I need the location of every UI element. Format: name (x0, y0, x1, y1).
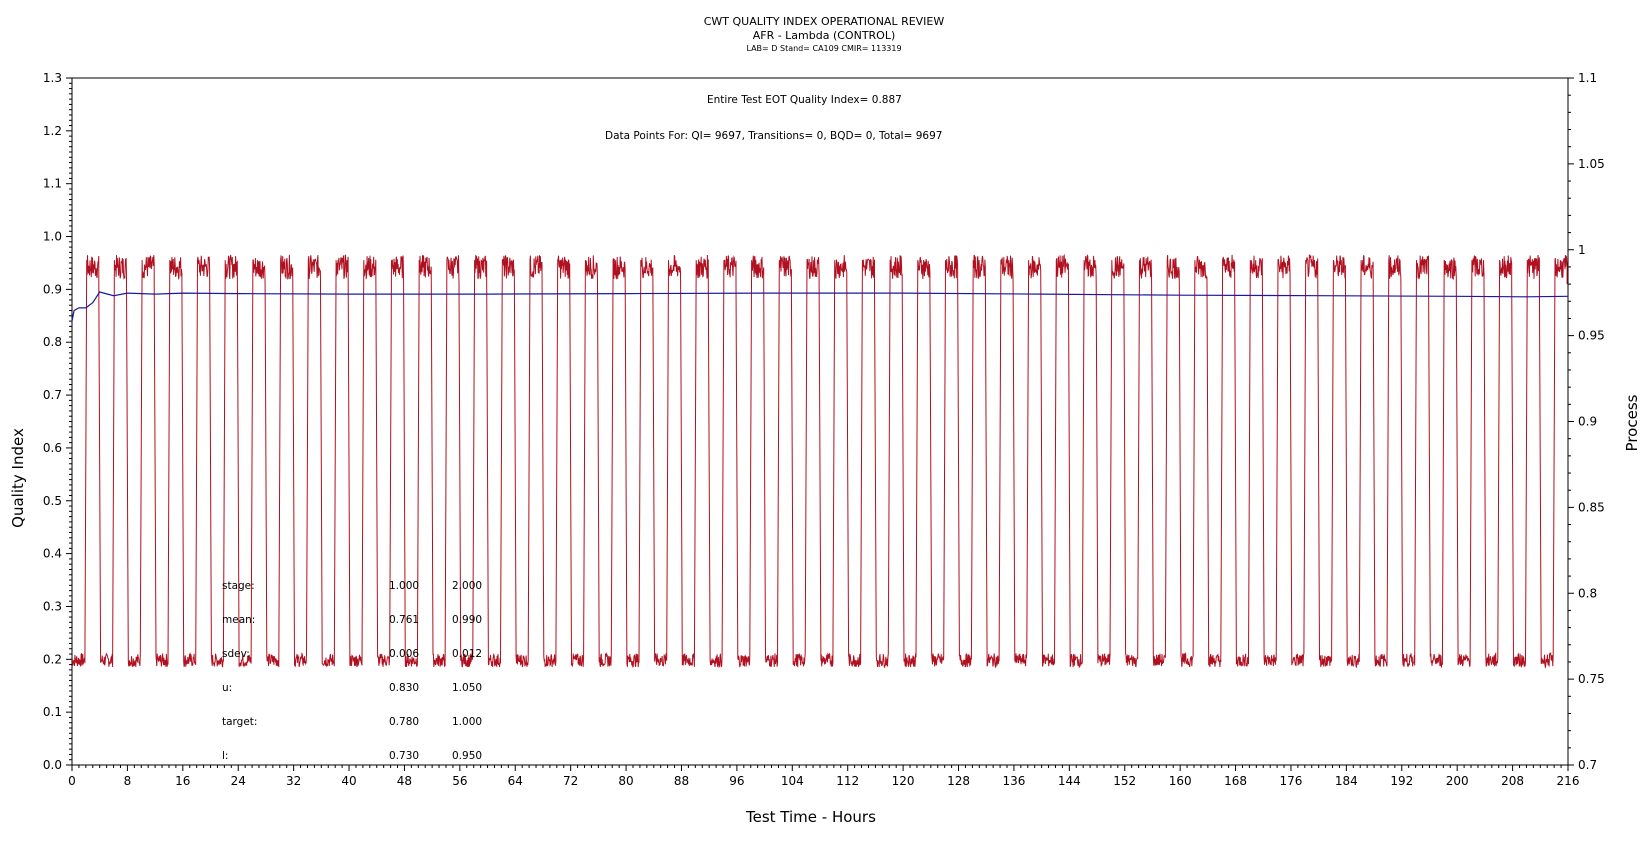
y-tick-label: 0.7 (43, 388, 62, 402)
x-tick-label: 120 (892, 774, 915, 788)
stat-label-l: l: (222, 750, 229, 762)
stat-sdev-v1: 0.006 (389, 648, 420, 660)
y-tick-label: 0.1 (43, 705, 62, 719)
x-tick-label: 32 (286, 774, 301, 788)
y-tick-label: 1.0 (43, 230, 62, 244)
x-tick-label: 216 (1557, 774, 1580, 788)
y2-tick-label: 1.05 (1578, 157, 1605, 171)
x-tick-label: 160 (1169, 774, 1192, 788)
chart-info: LAB= D Stand= CA109 CMIR= 113319 (746, 44, 902, 53)
y2-tick-label: 0.8 (1578, 586, 1597, 600)
chart-title: CWT QUALITY INDEX OPERATIONAL REVIEW (703, 15, 945, 28)
chart-subtitle: AFR - Lambda (CONTROL) (752, 29, 896, 42)
y2-tick-label: 0.75 (1578, 672, 1605, 686)
data-points-note: Data Points For: QI= 9697, Transitions= … (605, 130, 943, 142)
quality-index-series-line (71, 291, 1569, 322)
x-tick-label: 16 (175, 774, 190, 788)
stat-mean-v1: 0.761 (389, 614, 420, 626)
x-tick-label: 48 (397, 774, 412, 788)
process-series-line (71, 253, 1568, 669)
y2-tick-label: 0.9 (1578, 415, 1597, 429)
stat-l-v1: 0.730 (389, 750, 420, 762)
quality-index-note: Entire Test EOT Quality Index= 0.887 (707, 94, 902, 106)
x-tick-label: 152 (1113, 774, 1136, 788)
x-tick-label: 192 (1390, 774, 1413, 788)
y2-tick-label: 0.7 (1578, 758, 1597, 772)
y-tick-label: 0.5 (43, 494, 62, 508)
y-tick-label: 0.3 (43, 599, 62, 613)
x-tick-label: 8 (124, 774, 132, 788)
stat-stage-v2: 2.000 (452, 580, 483, 592)
stat-stage-v1: 1.000 (389, 580, 420, 592)
x-tick-label: 168 (1224, 774, 1247, 788)
x-tick-label: 40 (341, 774, 356, 788)
x-tick-label: 112 (836, 774, 859, 788)
y-tick-label: 1.1 (43, 177, 62, 191)
y-tick-label: 0.9 (43, 282, 62, 296)
y-axis-title: Quality Index (9, 428, 27, 528)
stat-label-target: target: (222, 716, 258, 728)
y2-tick-label: 1.1 (1578, 71, 1597, 85)
x-tick-label: 144 (1058, 774, 1081, 788)
x-tick-label: 104 (781, 774, 804, 788)
y2-axis-title: Process (1623, 394, 1641, 452)
x-tick-label: 80 (618, 774, 633, 788)
y2-tick-label: 0.95 (1578, 329, 1605, 343)
y-tick-label: 1.3 (43, 71, 62, 85)
x-tick-label: 96 (729, 774, 744, 788)
stat-u-v2: 1.050 (452, 682, 483, 694)
stat-label-stage: stage: (222, 580, 255, 592)
stat-label-mean: mean: (222, 614, 256, 626)
stat-label-u: u: (222, 682, 233, 694)
x-tick-label: 208 (1501, 774, 1524, 788)
y-tick-label: 0.4 (43, 547, 62, 561)
stat-u-v1: 0.830 (389, 682, 420, 694)
stat-target-v1: 0.780 (389, 716, 420, 728)
x-tick-label: 64 (508, 774, 523, 788)
y-tick-label: 0.6 (43, 441, 62, 455)
x-tick-label: 200 (1446, 774, 1469, 788)
y-tick-label: 1.2 (43, 124, 62, 138)
stat-sdev-v2: 0.012 (452, 648, 483, 660)
y-tick-label: 0.2 (43, 652, 62, 666)
stat-target-v2: 1.000 (452, 716, 483, 728)
y2-tick-label: 0.85 (1578, 500, 1605, 514)
stat-l-v2: 0.950 (452, 750, 483, 762)
x-axis-title: Test Time - Hours (746, 808, 876, 826)
stat-label-sdev: sdev: (222, 648, 250, 660)
x-tick-label: 184 (1335, 774, 1358, 788)
y2-tick-label: 1 (1578, 243, 1586, 257)
x-tick-label: 56 (452, 774, 467, 788)
y-tick-label: 0.8 (43, 335, 62, 349)
x-tick-label: 176 (1280, 774, 1303, 788)
stat-mean-v2: 0.990 (452, 614, 483, 626)
x-tick-label: 72 (563, 774, 578, 788)
x-tick-label: 0 (68, 774, 76, 788)
x-tick-label: 128 (947, 774, 970, 788)
y-tick-label: 0.0 (43, 758, 62, 772)
x-tick-label: 136 (1002, 774, 1025, 788)
x-tick-label: 88 (674, 774, 689, 788)
x-tick-label: 24 (231, 774, 246, 788)
